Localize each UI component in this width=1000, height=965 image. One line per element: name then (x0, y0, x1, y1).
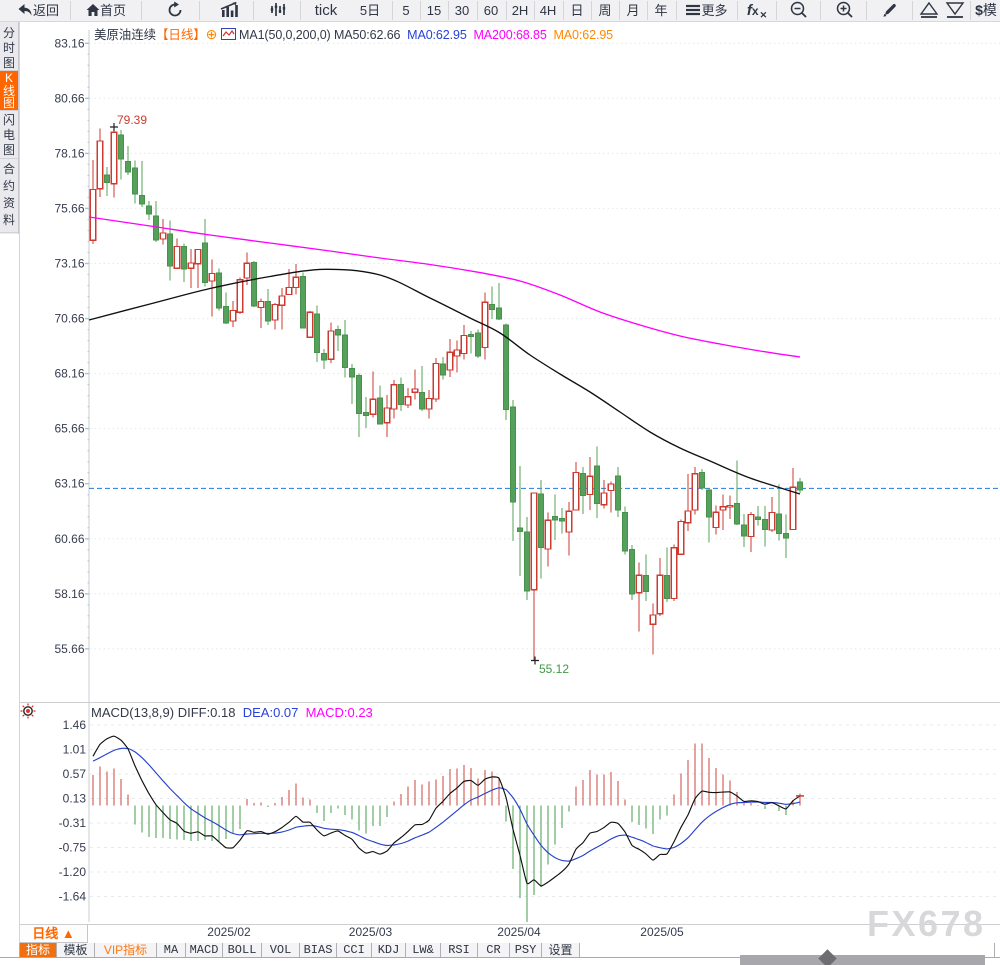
svg-text:83.16: 83.16 (54, 36, 84, 50)
svg-text:-0.75: -0.75 (59, 841, 87, 855)
svg-text:73.16: 73.16 (54, 257, 84, 271)
svg-text:60.66: 60.66 (54, 532, 84, 546)
svg-text:80.66: 80.66 (54, 91, 84, 105)
svg-text:79.39: 79.39 (117, 113, 147, 127)
svg-text:65.66: 65.66 (54, 422, 84, 436)
svg-text:55.66: 55.66 (54, 642, 84, 656)
svg-text:58.16: 58.16 (54, 587, 84, 601)
svg-text:2025/02: 2025/02 (207, 925, 251, 939)
svg-text:1.01: 1.01 (63, 743, 87, 757)
svg-text:78.16: 78.16 (54, 146, 84, 160)
svg-text:70.66: 70.66 (54, 312, 84, 326)
svg-text:0.13: 0.13 (63, 792, 87, 806)
svg-text:2025/05: 2025/05 (640, 925, 684, 939)
svg-text:75.66: 75.66 (54, 201, 84, 215)
svg-text:68.16: 68.16 (54, 367, 84, 381)
svg-text:2025/03: 2025/03 (349, 925, 393, 939)
svg-text:2025/04: 2025/04 (497, 925, 541, 939)
svg-text:-1.64: -1.64 (59, 890, 87, 904)
svg-text:63.16: 63.16 (54, 477, 84, 491)
svg-text:55.12: 55.12 (539, 662, 569, 676)
svg-text:-1.20: -1.20 (59, 865, 87, 879)
svg-text:0.57: 0.57 (63, 767, 87, 781)
svg-text:1.46: 1.46 (63, 718, 87, 732)
svg-text:-0.31: -0.31 (59, 816, 87, 830)
